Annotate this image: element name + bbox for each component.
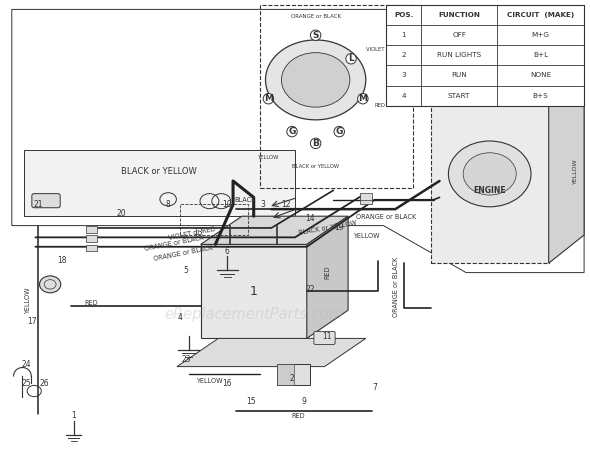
Text: ORANGE or BLACK: ORANGE or BLACK xyxy=(356,214,417,220)
Text: S: S xyxy=(312,31,319,40)
Text: 25: 25 xyxy=(22,378,31,388)
Text: 12: 12 xyxy=(281,200,291,209)
Text: ORANGE or BLACK: ORANGE or BLACK xyxy=(291,14,340,19)
Text: YELLOW: YELLOW xyxy=(353,233,379,239)
Text: 21: 21 xyxy=(34,200,43,209)
Text: 1: 1 xyxy=(250,285,258,298)
Polygon shape xyxy=(549,75,584,263)
Text: M+G: M+G xyxy=(532,32,550,38)
Text: G: G xyxy=(336,127,343,136)
Text: RED: RED xyxy=(324,266,330,279)
Text: B: B xyxy=(312,139,319,148)
Text: POS.: POS. xyxy=(394,12,414,18)
Text: 8: 8 xyxy=(166,200,171,209)
Text: BLACK or YELLOW: BLACK or YELLOW xyxy=(298,220,357,236)
Text: 2: 2 xyxy=(401,52,406,58)
Text: L: L xyxy=(348,54,354,63)
Text: 17: 17 xyxy=(28,317,37,327)
Text: YELLOW: YELLOW xyxy=(258,155,279,160)
Text: RED: RED xyxy=(84,300,99,306)
Text: 13: 13 xyxy=(193,228,202,237)
Text: NONE: NONE xyxy=(530,72,551,78)
Text: 24: 24 xyxy=(22,360,31,369)
Text: 5: 5 xyxy=(183,266,188,275)
Text: 4: 4 xyxy=(401,93,406,99)
Text: 9: 9 xyxy=(301,397,306,407)
Text: M: M xyxy=(264,94,273,103)
Text: 11: 11 xyxy=(323,331,332,341)
Text: 19: 19 xyxy=(335,223,344,233)
FancyBboxPatch shape xyxy=(86,235,97,242)
Text: YELLOW: YELLOW xyxy=(573,159,578,184)
Text: BLACK or YELLOW: BLACK or YELLOW xyxy=(122,167,197,176)
Text: ORANGE or BLACK: ORANGE or BLACK xyxy=(144,235,204,252)
Text: B+L: B+L xyxy=(533,52,548,58)
Circle shape xyxy=(281,53,350,107)
Text: RUN LIGHTS: RUN LIGHTS xyxy=(437,52,481,58)
Text: YELLOW: YELLOW xyxy=(196,378,222,384)
Text: 7: 7 xyxy=(372,383,377,392)
Text: BLACK: BLACK xyxy=(234,197,255,203)
Text: 16: 16 xyxy=(222,378,232,388)
FancyBboxPatch shape xyxy=(86,226,97,233)
Circle shape xyxy=(463,153,516,195)
Text: RED: RED xyxy=(291,413,305,419)
Text: YELLOW: YELLOW xyxy=(25,288,31,314)
Text: 18: 18 xyxy=(57,256,67,266)
Circle shape xyxy=(448,141,531,207)
Text: eReplacementParts.com: eReplacementParts.com xyxy=(164,307,343,322)
Circle shape xyxy=(266,40,366,120)
FancyBboxPatch shape xyxy=(86,245,97,251)
Text: 3: 3 xyxy=(260,200,265,209)
Text: RUN: RUN xyxy=(451,72,467,78)
Text: FUNCTION: FUNCTION xyxy=(438,12,480,18)
Text: ENGINE: ENGINE xyxy=(473,186,506,195)
Text: 2: 2 xyxy=(290,374,294,383)
Text: 23: 23 xyxy=(181,355,191,364)
Polygon shape xyxy=(431,103,549,263)
Text: 1: 1 xyxy=(401,32,406,38)
FancyBboxPatch shape xyxy=(277,364,310,385)
Circle shape xyxy=(40,276,61,293)
Text: 4: 4 xyxy=(178,313,182,322)
Polygon shape xyxy=(201,244,307,338)
FancyBboxPatch shape xyxy=(386,5,584,106)
Text: 10: 10 xyxy=(222,200,232,209)
Text: RED: RED xyxy=(375,103,385,108)
Polygon shape xyxy=(177,338,366,367)
Text: 15: 15 xyxy=(246,397,255,407)
Polygon shape xyxy=(24,150,295,216)
Text: 22: 22 xyxy=(305,284,314,294)
FancyBboxPatch shape xyxy=(277,364,294,385)
Text: 3: 3 xyxy=(401,72,406,78)
Polygon shape xyxy=(431,75,584,103)
Text: VIOLET or RED: VIOLET or RED xyxy=(366,47,404,52)
Text: 6: 6 xyxy=(225,247,230,256)
Text: START: START xyxy=(448,93,470,99)
Text: CIRCUIT  (MAKE): CIRCUIT (MAKE) xyxy=(507,12,574,18)
Text: 26: 26 xyxy=(40,378,49,388)
Text: BLACK or YELLOW: BLACK or YELLOW xyxy=(292,164,339,169)
FancyBboxPatch shape xyxy=(360,193,372,200)
Text: G: G xyxy=(289,127,296,136)
Text: M: M xyxy=(358,94,368,103)
Text: B+S: B+S xyxy=(533,93,549,99)
Text: OFF: OFF xyxy=(452,32,466,38)
Text: ORANGE or BLACK: ORANGE or BLACK xyxy=(394,257,399,317)
FancyBboxPatch shape xyxy=(314,331,335,345)
Polygon shape xyxy=(201,216,348,244)
Text: 1: 1 xyxy=(71,411,76,421)
Text: VIOLET or RED: VIOLET or RED xyxy=(168,226,216,241)
Text: ORANGE or BLACK: ORANGE or BLACK xyxy=(153,244,213,261)
Text: 14: 14 xyxy=(305,214,314,223)
FancyBboxPatch shape xyxy=(360,198,372,204)
FancyBboxPatch shape xyxy=(32,194,60,208)
Text: 20: 20 xyxy=(116,209,126,219)
Polygon shape xyxy=(307,216,348,338)
